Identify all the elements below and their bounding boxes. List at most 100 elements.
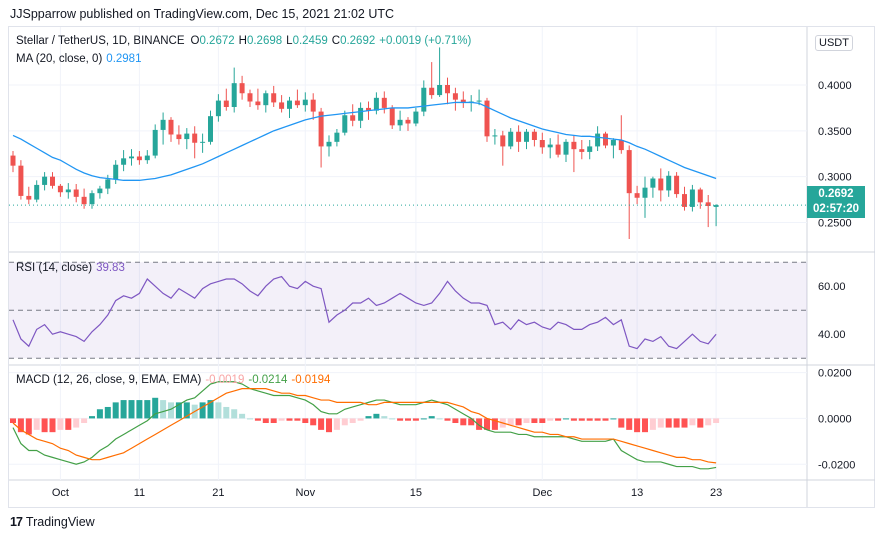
macd-histogram-bar (10, 418, 16, 423)
rsi-y-tick-label: 40.00 (818, 329, 846, 341)
macd-histogram-bar (89, 416, 95, 419)
macd-histogram-bar (365, 416, 372, 419)
macd-histogram-bar (665, 418, 672, 428)
macd-histogram-bar (326, 418, 332, 433)
macd-histogram-bar (705, 418, 712, 426)
candle-body (10, 155, 16, 166)
candle-body (555, 144, 561, 155)
macd-histogram-bar (602, 418, 609, 421)
candle-body (689, 189, 695, 207)
candle-body (129, 156, 134, 159)
candle-body (263, 93, 269, 106)
macd-histogram-bar (247, 418, 253, 420)
candle-body (271, 93, 277, 103)
candle-body (255, 101, 261, 106)
macd-histogram-bar (681, 418, 688, 428)
candle-body (642, 187, 648, 198)
candle-body (50, 176, 55, 186)
macd-histogram-bar (96, 409, 103, 419)
macd-histogram-bar (349, 418, 356, 423)
macd-histogram-bar (144, 400, 151, 419)
candle-body (476, 100, 482, 102)
candle-body (366, 107, 371, 111)
tradingview-logo-icon: 17 (10, 515, 23, 529)
candle-body (618, 140, 624, 151)
macd-histogram-bar (152, 397, 159, 419)
macd-histogram-bar (207, 400, 214, 419)
macd-value: -0.0214 (248, 374, 288, 386)
candle-body (144, 155, 150, 161)
macd-y-tick-label: 0.0000 (818, 413, 852, 425)
rsi-y-tick-label: 60.00 (818, 281, 846, 293)
macd-pane (10, 381, 720, 470)
macd-histogram-bar (713, 418, 720, 423)
macd-histogram-bar (697, 418, 704, 428)
candle-body (113, 164, 119, 180)
macd-histogram-bar (578, 418, 585, 421)
macd-histogram-bar (531, 418, 538, 423)
macd-histogram-bar (452, 418, 459, 423)
macd-histogram-bar (17, 418, 24, 433)
y-tick-label: 0.4000 (818, 80, 852, 92)
close-value: 0.2692 (340, 35, 376, 47)
currency-unit-badge[interactable]: USDT (815, 35, 853, 51)
high-label: H (238, 35, 247, 47)
last-price-tag: 0.2692 02:57:20 (807, 186, 865, 218)
candle-body (326, 141, 332, 147)
candle-body (563, 141, 569, 155)
macd-histogram-bar (223, 406, 230, 419)
candle-body (405, 119, 411, 124)
x-tick-label: 11 (134, 487, 145, 499)
last-price: 0.2692 (818, 188, 854, 200)
candle-body (247, 93, 253, 102)
candle-body (18, 165, 24, 196)
rsi-value: 39.83 (96, 262, 125, 274)
macd-histogram-bar (610, 418, 617, 420)
macd-histogram-bar (128, 400, 135, 419)
rsi-line (12, 275, 717, 350)
macd-histogram-bar (65, 418, 72, 430)
candle-body (200, 141, 206, 143)
macd-histogram-bar (262, 418, 269, 423)
macd-histogram-bar (183, 402, 190, 419)
candle-body (634, 193, 640, 198)
candle-body (421, 87, 427, 112)
ma-label: MA (20, close, 0) (16, 53, 103, 65)
candle-body (389, 107, 395, 126)
axes: Oct 11 21 Nov 15 Dec 13 23 0.2500 0.3000 0.3500 0.4… (52, 80, 855, 499)
macd-histogram-bar (397, 418, 404, 421)
rsi-legend: RSI (14, close) 39.83 (16, 262, 129, 274)
candle-body (350, 115, 356, 121)
candle-body (587, 146, 593, 152)
macd-label: MACD (12, 26, close, 9, EMA, EMA) (16, 374, 202, 386)
macd-histogram-bar (618, 418, 625, 428)
macd-histogram-bar (49, 418, 56, 433)
macd-histogram-bar (270, 418, 277, 423)
candle-body (603, 133, 608, 146)
candle-body (658, 178, 664, 191)
macd-y-tick-label: 0.0200 (818, 368, 852, 380)
macd-histogram-bar (341, 418, 348, 426)
macd-histogram-bar (168, 402, 174, 419)
candle-body (713, 205, 719, 207)
candle-body (184, 133, 190, 140)
candle-body (97, 188, 103, 194)
macd-histogram-bar (594, 418, 601, 421)
rsi-pane (9, 261, 807, 359)
macd-histogram-bar (570, 418, 577, 421)
candle-body (73, 189, 79, 197)
macd-histogram-bar (405, 418, 411, 421)
macd-histogram-bar (381, 416, 388, 419)
candle-body (595, 133, 601, 147)
candle-body (65, 189, 71, 193)
macd-histogram-bar (484, 418, 490, 430)
candle-body (57, 185, 63, 193)
macd-histogram-bar (468, 418, 475, 426)
macd-histogram-bar (373, 413, 380, 419)
macd-histogram-bar (175, 402, 182, 419)
candle-body (460, 99, 466, 103)
close-label: C (331, 35, 341, 47)
candle-body (81, 196, 87, 205)
macd-histogram-bar (507, 418, 514, 426)
